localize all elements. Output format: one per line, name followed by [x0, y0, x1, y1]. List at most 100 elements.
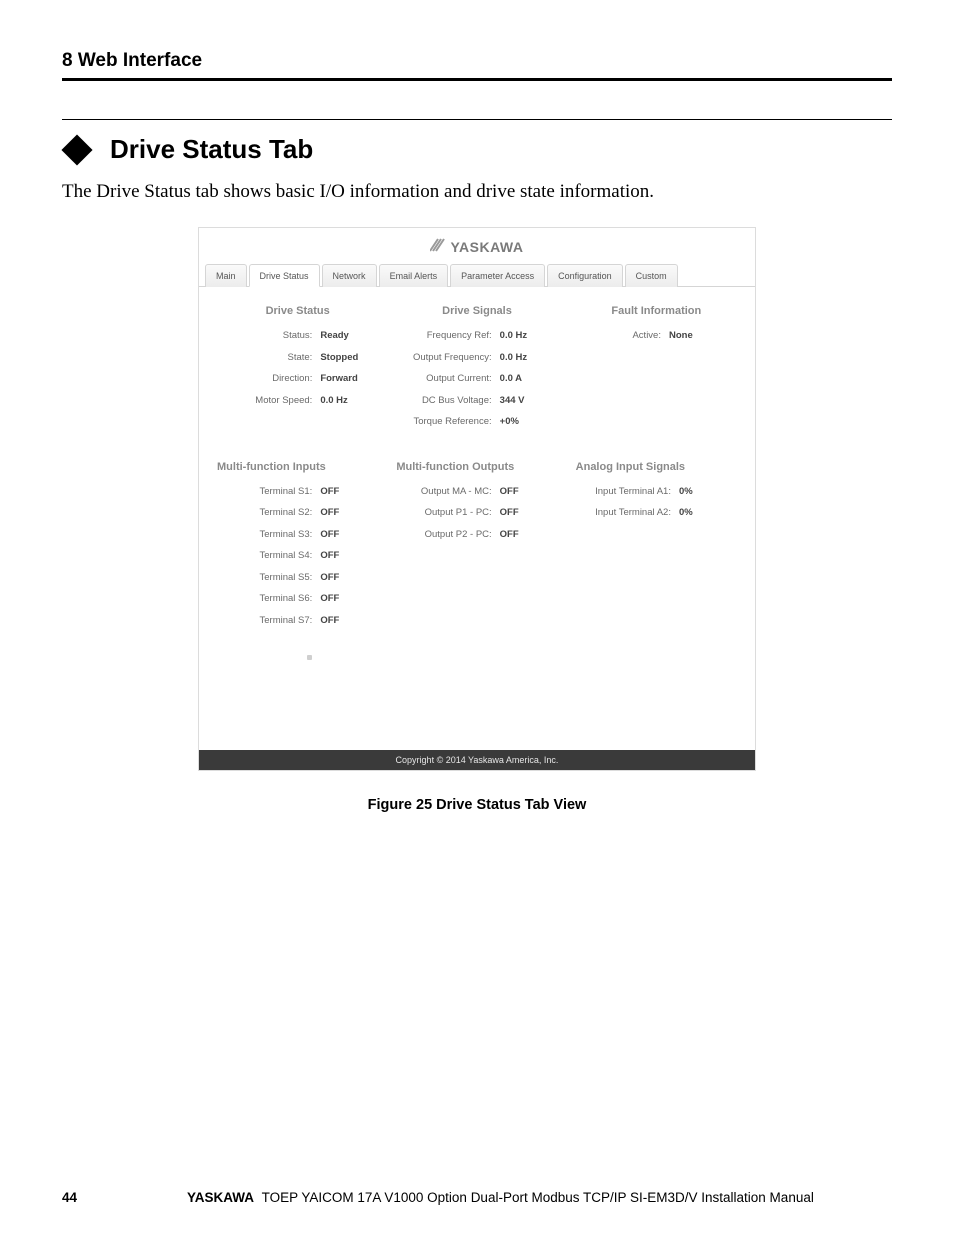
drive-signal-value: 0.0 Hz: [500, 331, 538, 341]
tab-custom[interactable]: Custom: [625, 264, 678, 287]
drive-status-rows: Status:Ready State: Stopped Direction:Forwa…: [211, 331, 384, 405]
drive-status-row: Motor Speed: 0.0 Hz: [211, 396, 384, 406]
mfo-value: OFF: [500, 487, 538, 497]
placeholder-dot-icon: [307, 655, 312, 660]
mfo-label: Output P2 - PC:: [406, 530, 492, 540]
drive-signal-row: DC Bus Voltage: 344 V: [390, 396, 563, 406]
intro-paragraph: The Drive Status tab shows basic I/O inf…: [62, 181, 892, 203]
drive-signal-value: 0.0 A: [500, 374, 538, 384]
mfi-heading: Multi-function Inputs: [217, 461, 384, 473]
col-fault-info: Fault Information Active: None: [570, 305, 743, 439]
tab-configuration[interactable]: Configuration: [547, 264, 623, 287]
analog-rows: Input Terminal A1: 0% Input Terminal A2: 0%: [576, 487, 743, 518]
mfi-label: Terminal S1:: [226, 487, 312, 497]
drive-signal-value: 0.0 Hz: [500, 353, 538, 363]
mfo-value: OFF: [500, 530, 538, 540]
drive-signals-rows: Frequency Ref: 0.0 Hz Output Frequency: 0.0…: [390, 331, 563, 427]
mfi-label: Terminal S6:: [226, 594, 312, 604]
drive-status-row: Direction:Forward: [211, 374, 384, 384]
mfo-label: Output P1 - PC:: [406, 508, 492, 518]
web-screenshot: YASKAWA MainDrive StatusNetworkEmail Ale…: [198, 227, 756, 771]
mfi-row: Terminal S1: OFF: [217, 487, 384, 497]
col-mfi: Multi-function Inputs Terminal S1:OFFTer…: [211, 447, 384, 661]
footer-text: YASKAWA TOEP YAICOM 17A V1000 Option Dua…: [187, 1190, 814, 1205]
drive-status-value: Stopped: [320, 353, 358, 363]
footer-brand: YASKAWA: [187, 1190, 254, 1205]
drive-status-label: Motor Speed:: [226, 396, 312, 406]
tab-email-alerts[interactable]: Email Alerts: [379, 264, 449, 287]
col-drive-signals: Drive Signals Frequency Ref:0.0 HzOutput…: [390, 305, 563, 439]
drive-status-row: State: Stopped: [211, 353, 384, 363]
analog-row: Input Terminal A2: 0%: [576, 508, 743, 518]
fault-value: None: [669, 331, 707, 341]
mfi-label: Terminal S7:: [226, 616, 312, 626]
tab-drive-status[interactable]: Drive Status: [249, 264, 320, 287]
col-analog: Analog Input Signals Input Terminal A1: 0…: [570, 447, 743, 661]
drive-signals-heading: Drive Signals: [390, 305, 563, 317]
mfi-value: OFF: [320, 530, 358, 540]
fault-info-heading: Fault Information: [570, 305, 743, 317]
fault-info-rows: Active: None: [570, 331, 743, 341]
mfi-value: OFF: [320, 487, 358, 497]
mfi-row: Terminal S6:OFF: [217, 594, 384, 604]
col-drive-status: Drive Status Status:Ready State: Stopped Di…: [211, 305, 384, 439]
footer-doc-title: TOEP YAICOM 17A V1000 Option Dual-Port M…: [258, 1190, 814, 1205]
col-mfo: Multi-function Outputs Output MA - MC: OF…: [390, 447, 563, 661]
drive-status-label: State:: [226, 353, 312, 363]
tab-bar: MainDrive StatusNetworkEmail AlertsParam…: [199, 263, 755, 287]
analog-label: Input Terminal A2:: [585, 508, 671, 518]
drive-signal-value: +0%: [500, 417, 538, 427]
top-columns: Drive Status Status:Ready State: Stopped Di…: [211, 305, 743, 439]
mfi-label: Terminal S3:: [226, 530, 312, 540]
drive-signal-label: Frequency Ref:: [406, 331, 492, 341]
tab-main[interactable]: Main: [205, 264, 247, 287]
mfi-label: Terminal S2:: [226, 508, 312, 518]
drive-signal-row: Torque Reference:+0%: [390, 417, 563, 427]
drive-status-row: Status:Ready: [211, 331, 384, 341]
drive-signal-row: Output Current: 0.0 A: [390, 374, 563, 384]
mfi-row: Terminal S3: OFF: [217, 530, 384, 540]
fault-row: Active: None: [570, 331, 743, 341]
drive-signal-row: Output Frequency: 0.0 Hz: [390, 353, 563, 363]
drive-status-heading: Drive Status: [211, 305, 384, 317]
divider: [62, 119, 892, 120]
tab-parameter-access[interactable]: Parameter Access: [450, 264, 545, 287]
tab-network[interactable]: Network: [322, 264, 377, 287]
analog-value: 0%: [679, 487, 717, 497]
mfi-value: OFF: [320, 573, 358, 583]
mfi-row: Terminal S7: OFF: [217, 616, 384, 626]
mfi-value: OFF: [320, 616, 358, 626]
drive-status-value: 0.0 Hz: [320, 396, 358, 406]
drive-signal-value: 344 V: [500, 396, 538, 406]
section-title: Drive Status Tab: [110, 134, 313, 165]
mfo-value: OFF: [500, 508, 538, 518]
fault-label: Active:: [575, 331, 661, 341]
analog-heading: Analog Input Signals: [576, 461, 743, 473]
page-number: 44: [62, 1190, 77, 1205]
analog-label: Input Terminal A1:: [585, 487, 671, 497]
analog-value: 0%: [679, 508, 717, 518]
mfo-row: Output P1 - PC: OFF: [396, 508, 563, 518]
drive-status-label: Direction:: [226, 374, 312, 384]
mfi-rows: Terminal S1:OFFTerminal S2:OFFTerminal S…: [217, 487, 384, 626]
page-header: 8 Web Interface: [62, 50, 892, 81]
drive-signal-label: DC Bus Voltage:: [406, 396, 492, 406]
drive-signal-label: Output Frequency:: [406, 353, 492, 363]
brand-stripes-icon: [430, 238, 446, 255]
brand-row: YASKAWA: [199, 228, 755, 263]
mfi-row: Terminal S4:OFF: [217, 551, 384, 561]
mfo-heading: Multi-function Outputs: [396, 461, 563, 473]
mfi-row: Terminal S2: OFF: [217, 508, 384, 518]
mfi-label: Terminal S4:: [226, 551, 312, 561]
mfo-label: Output MA - MC:: [406, 487, 492, 497]
mfo-row: Output P2 - PC: OFF: [396, 530, 563, 540]
mfi-value: OFF: [320, 508, 358, 518]
drive-signal-row: Frequency Ref: 0.0 Hz: [390, 331, 563, 341]
page-footer: 44 YASKAWA TOEP YAICOM 17A V1000 Option …: [62, 1190, 892, 1205]
analog-row: Input Terminal A1: 0%: [576, 487, 743, 497]
drive-signal-label: Output Current:: [406, 374, 492, 384]
mfo-rows: Output MA - MC:OFFOutput P1 - PC:OFFOutp…: [396, 487, 563, 540]
mfo-row: Output MA - MC: OFF: [396, 487, 563, 497]
figure-caption: Figure 25 Drive Status Tab View: [62, 797, 892, 813]
diamond-bullet-icon: [61, 134, 92, 165]
